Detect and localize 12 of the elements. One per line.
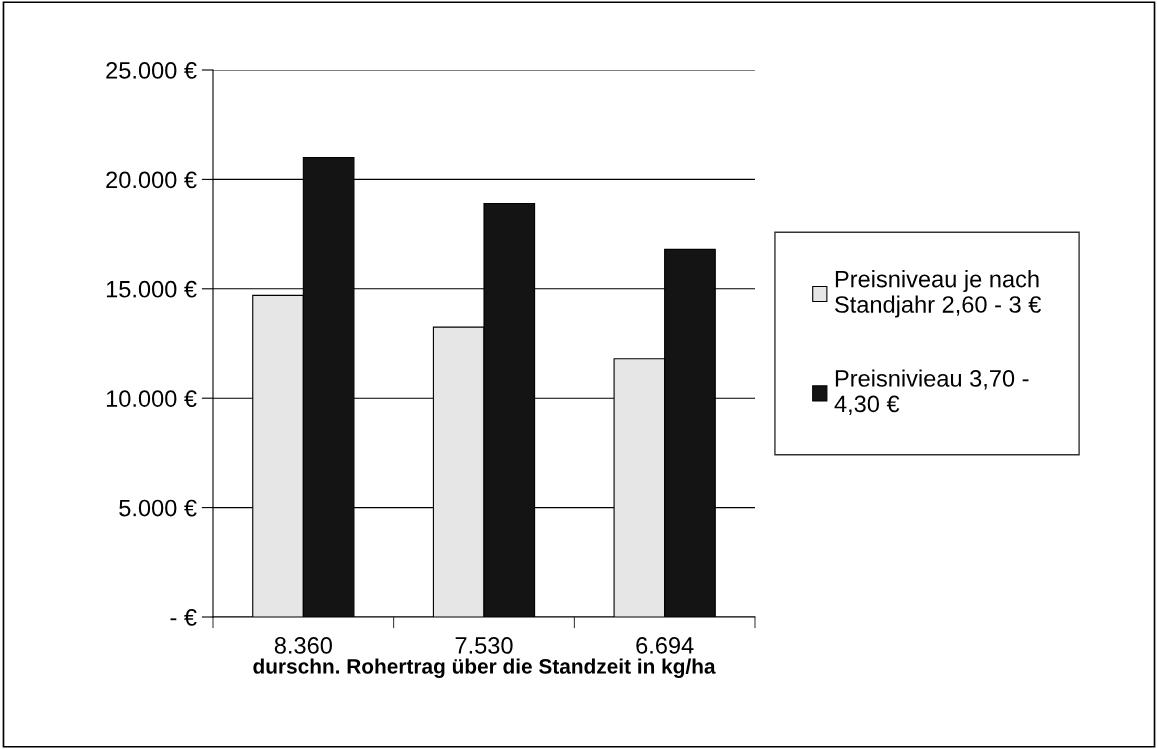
y-tick-label: 20.000 € bbox=[106, 171, 197, 189]
y-tick-label: 10.000 € bbox=[106, 390, 197, 407]
y-tick-label: 5.000 € bbox=[119, 499, 197, 517]
y-tick-label: 25.000 € bbox=[106, 62, 197, 79]
y-tick-label: 15.000 € bbox=[106, 280, 197, 298]
x-tick-label: 8.360 bbox=[274, 637, 332, 654]
x-tick-label: 7.530 bbox=[455, 637, 513, 654]
x-tick-label: 6.694 bbox=[636, 637, 694, 654]
y-tick-label: - € bbox=[170, 609, 197, 626]
x-axis-title: durschn. Rohertrag über die Standzeit in kg/ha bbox=[253, 658, 716, 678]
legend-label: Preisniveau je nach Standjahr 2,60 - 3 € bbox=[835, 270, 1042, 318]
legend-label: Preisnivieau 3,70 - 4,30 € bbox=[834, 369, 1029, 416]
